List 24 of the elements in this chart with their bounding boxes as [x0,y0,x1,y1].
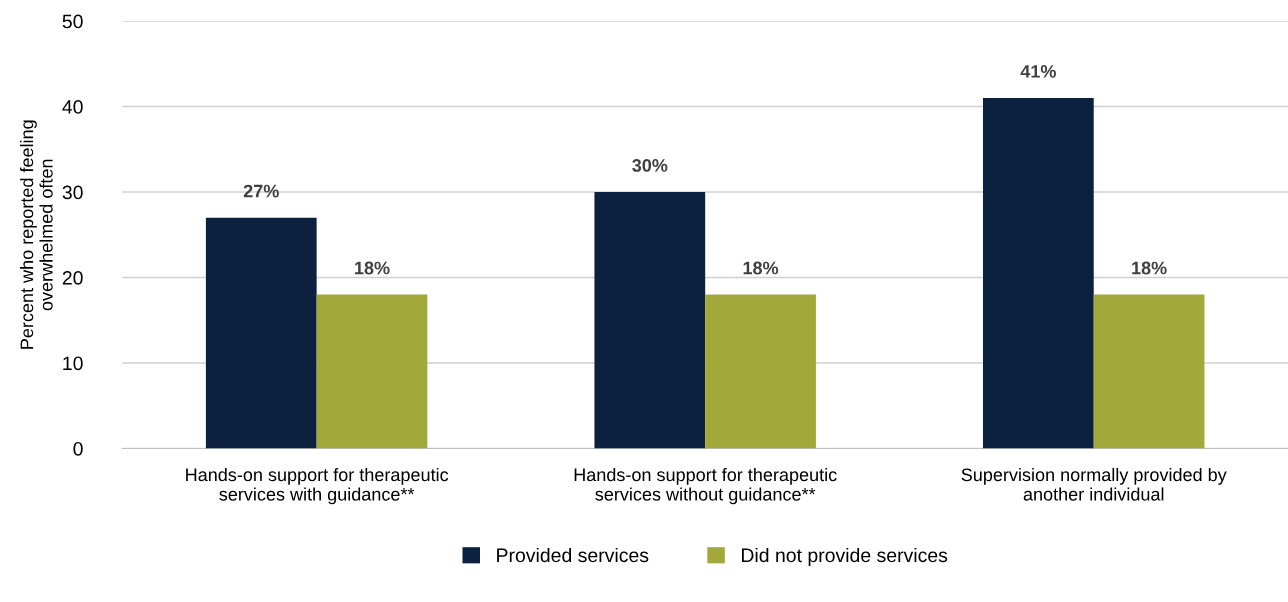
legend-label: Did not provide services [741,547,948,567]
x-tick-label: Hands-on support for therapeutic services with guidance** [186,467,449,505]
bar [982,98,1094,449]
x-tick-label: Supervision normally provided by another individual [961,467,1227,501]
y-tick-label: 50 [62,14,83,29]
bar [316,294,428,449]
data-label: 27% [243,184,279,198]
y-tick-label: 10 [63,356,83,371]
bar [1093,294,1205,449]
y-axis-title: Percent who reported feeling overwhelmed often [20,120,53,349]
data-label: 18% [355,261,390,275]
data-label: 18% [743,261,779,275]
y-tick-label: 40 [62,100,83,114]
data-label: 18% [1132,261,1167,275]
x-tick-label: Hands-on support for therapeutic services without guidance** [574,467,837,505]
y-tick-label: 20 [62,270,83,285]
y-tick-label: 0 [73,441,83,456]
bar [705,294,816,449]
data-label: 41% [1020,65,1056,78]
bar [594,192,706,449]
data-label: 30% [632,159,668,172]
legend-label: Provided services [497,547,649,563]
y-tick-label: 30 [62,185,83,200]
bar [205,217,317,449]
